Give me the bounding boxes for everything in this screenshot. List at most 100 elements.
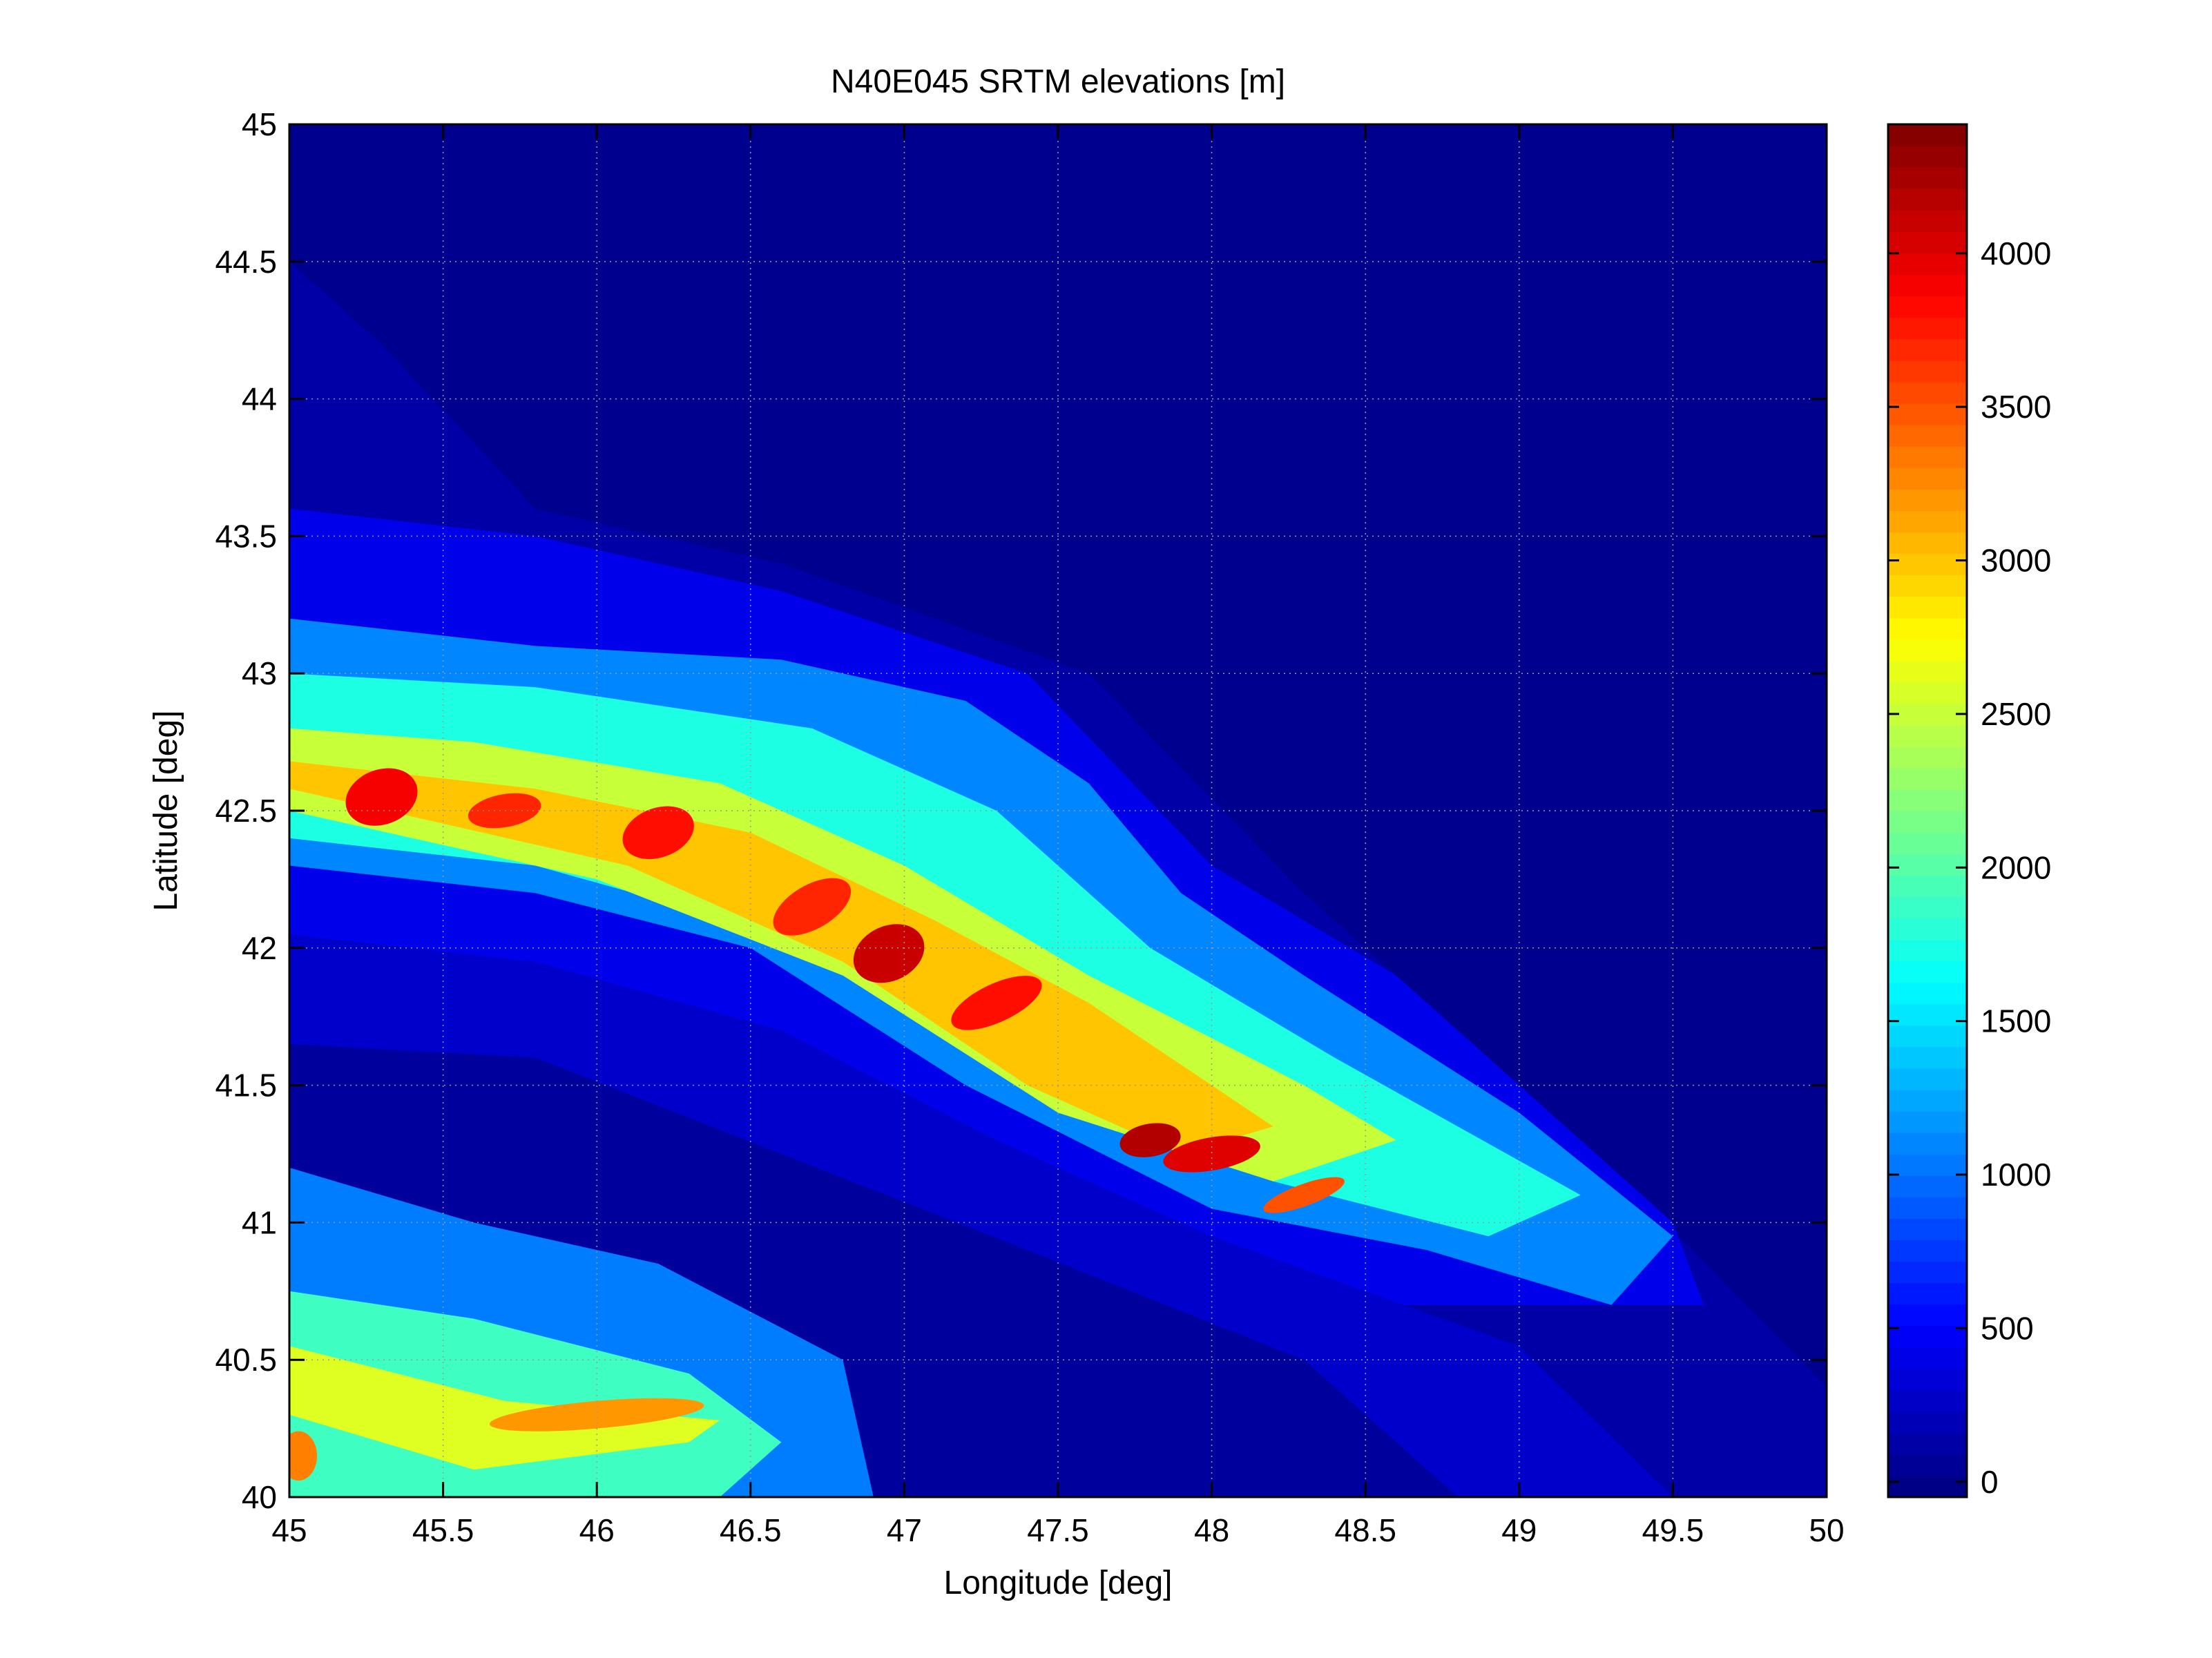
colorbar-band [1888,1218,1967,1241]
colorbar-band [1888,854,1967,876]
y-tick-label: 42 [242,930,277,966]
peak-central [951,976,1042,1030]
colorbar-band [1888,1304,1967,1327]
x-tick-label: 45 [271,1512,307,1548]
colorbar-band [1888,767,1967,790]
colorbar-tick-label: 4000 [1981,235,2051,271]
colorbar-band [1888,338,1967,361]
colorbar-band [1888,360,1967,383]
colorbar-band [1888,1389,1967,1412]
colorbar-band [1888,1175,1967,1197]
colorbar-band [1888,467,1967,490]
x-tick-label: 46 [579,1512,615,1548]
x-tick-label: 48 [1194,1512,1229,1548]
colorbar-band [1888,1089,1967,1112]
colorbar-band [1888,403,1967,425]
colorbar-band [1888,231,1967,254]
colorbar-band [1888,682,1967,704]
peak-west-2 [468,793,541,829]
colorbar-band [1888,660,1967,683]
x-tick-label: 49 [1501,1512,1537,1548]
peak-mid-1 [622,806,694,860]
colorbar-band [1888,253,1967,276]
colorbar-band [1888,811,1967,833]
colorbar-band [1888,274,1967,297]
colorbar-band [1888,1003,1967,1026]
colorbar-band [1888,189,1967,211]
colorbar-band [1888,1368,1967,1391]
y-axis-label: Latitude [deg] [148,711,184,912]
terrain-layer [289,261,1827,1497]
chart-title: N40E045 SRTM elevations [m] [831,64,1285,100]
colorbar-band [1888,982,1967,1005]
colorbar-band [1888,1068,1967,1090]
colorbar-tick-label: 3000 [1981,543,2051,579]
ridge-southwest [489,1398,704,1432]
colorbar-band [1888,1347,1967,1369]
x-tick-label: 47.5 [1027,1512,1089,1548]
colorbar-ticks: 0 500 1000 1500 2000 2500 3000 3500 4000 [1888,235,2051,1500]
colorbar-band [1888,167,1967,189]
colorbar-band [1888,918,1967,941]
colorbar-band [1888,296,1967,318]
peak-west-1 [345,768,418,826]
y-tick-label: 44 [242,381,277,417]
colorbar-band [1888,1046,1967,1069]
elevation-heatmap [289,124,1827,1497]
colorbar-band [1888,1110,1967,1133]
colorbar-band [1888,1454,1967,1476]
colorbar-tick-label: 2000 [1981,849,2051,885]
peak-bazarduzu [853,924,925,983]
colorbar-band [1888,703,1967,726]
colorbar-band [1888,424,1967,447]
colorbar-band [1888,1154,1967,1176]
x-axis: 45 45.5 46 46.5 47 47.5 48 48.5 49 49.5 50 [271,124,1845,1548]
colorbar-band [1888,1432,1967,1455]
y-tick-label: 41.5 [215,1068,277,1103]
colorbar-band [1888,1325,1967,1348]
colorbar-band [1888,1411,1967,1434]
colorbar-band [1888,489,1967,511]
colorbar-band [1888,317,1967,340]
y-tick-label: 43 [242,655,277,691]
colorbar: 0 500 1000 1500 2000 2500 3000 3500 4000 [1887,123,2051,1500]
y-tick-label: 45 [242,106,277,142]
peak-east [1263,1177,1345,1213]
colorbar-band [1888,124,1967,146]
y-tick-label: 43.5 [215,518,277,554]
x-axis-label: Longitude [deg] [944,1565,1173,1601]
colorbar-band [1888,639,1967,662]
colorbar-band [1888,746,1967,769]
colorbar-band [1888,381,1967,404]
caucasus-crest [289,761,1273,1154]
colorbar-tick-label: 1500 [1981,1003,2051,1039]
peak-shahdag-2 [1163,1135,1260,1173]
y-axis: 40 40.5 41 41.5 42 42.5 43 43.5 44 44.5 45 [215,106,1827,1515]
colorbar-band [1888,532,1967,555]
x-tick-label: 50 [1809,1512,1844,1548]
colorbar-tick-label: 3500 [1981,389,2051,425]
colorbar-band [1888,575,1967,597]
colorbar-band [1888,553,1967,576]
colorbar-tick-label: 1000 [1981,1157,2051,1193]
y-tick-label: 42.5 [215,793,277,829]
x-tick-label: 46.5 [720,1512,782,1548]
lesser-caucasus-ridge [289,1346,720,1470]
colorbar-band [1888,510,1967,532]
x-tick-label: 45.5 [412,1512,474,1548]
colorbar-band [1888,875,1967,898]
colorbar-band [1888,1025,1967,1048]
colorbar-band [1888,617,1967,640]
colorbar-band [1888,896,1967,919]
colorbar-tick-label: 0 [1981,1464,1999,1500]
colorbar-tick-label: 2500 [1981,696,2051,732]
colorbar-band [1888,832,1967,854]
y-tick-label: 40 [242,1479,277,1515]
x-tick-label: 48.5 [1334,1512,1396,1548]
colorbar-bands [1888,124,1967,1498]
colorbar-tick-label: 500 [1981,1310,2034,1346]
colorbar-band [1888,1132,1967,1155]
colorbar-band [1888,146,1967,168]
colorbar-band [1888,210,1967,233]
